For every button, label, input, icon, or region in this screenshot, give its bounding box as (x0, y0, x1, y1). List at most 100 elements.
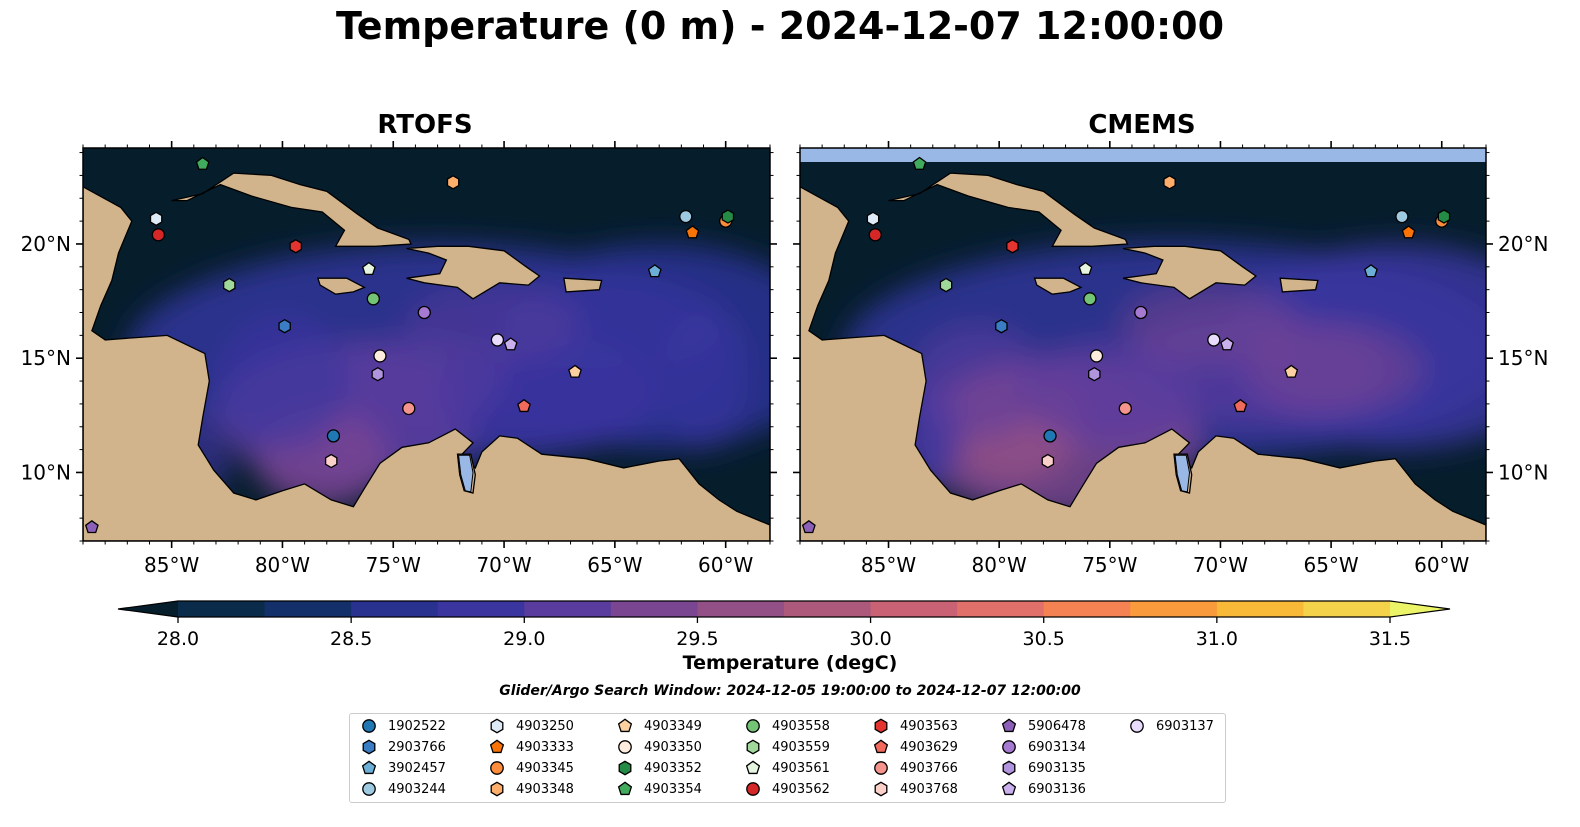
colorbar-segment (437, 601, 525, 617)
circle-marker-icon (746, 719, 760, 733)
pentagon-marker-icon (361, 760, 377, 775)
legend-marker-4903345 (490, 761, 504, 775)
cmems-float-4903562 (868, 228, 882, 242)
legend-label: 4903348 (516, 781, 574, 797)
rtofs-float-4903333 (685, 225, 700, 239)
rtofs-float-4903350 (373, 349, 387, 363)
pentagon-marker-icon (617, 781, 633, 796)
rtofs-temperature-region (659, 312, 748, 450)
rtofs-x-tick-label: 85°W (144, 553, 199, 577)
legend-marker-4903352 (618, 760, 632, 776)
legend-item-4903350: 4903350 (616, 737, 702, 757)
legend-label: 4903559 (772, 739, 830, 755)
legend-label: 4903345 (516, 760, 574, 776)
rtofs-temperature-field (127, 243, 770, 510)
legend-item-6903136: 6903136 (1000, 779, 1086, 799)
hexagon-marker-icon (618, 760, 632, 776)
legend-item-6903134: 6903134 (1000, 737, 1086, 757)
rtofs-land (563, 277, 603, 293)
cmems-float-4903768 (1041, 453, 1055, 469)
rtofs-y-tick-label: 10°N (21, 460, 71, 484)
pentagon-marker-icon (745, 760, 761, 775)
legend-marker-4903768 (874, 781, 888, 797)
colorbar-tick-label: 30.5 (1023, 628, 1065, 650)
pentagon-marker-icon (617, 718, 633, 733)
cmems-land (888, 172, 1129, 247)
legend-label: 6903136 (1028, 781, 1086, 797)
cmems-float-4903350 (1089, 349, 1104, 363)
rtofs-map: 85°W 80°W 75°W 70°W 65°W 60°W 20°N 15°N 10°N (21, 141, 777, 577)
legend-marker-6903137 (1130, 719, 1144, 733)
rtofs-x-tick-label: 75°W (366, 553, 421, 577)
legend-item-4903629: 4903629 (872, 737, 958, 757)
legend-label: 1902522 (388, 718, 446, 734)
rtofs-panel-title: RTOFS (377, 110, 473, 140)
cmems-land (1122, 245, 1257, 300)
colorbar-tick-label: 31.0 (1196, 628, 1238, 650)
legend-marker-4903629 (873, 739, 889, 754)
hexagon-marker-icon (490, 781, 504, 797)
pentagon-marker-icon (1001, 781, 1017, 796)
legend-item-3902457: 3902457 (360, 758, 446, 778)
rtofs-float-6903136 (503, 337, 518, 351)
hexagon-marker-icon (874, 781, 888, 797)
colorbar-tick-label: 29.5 (676, 628, 718, 650)
legend-item-6903135: 6903135 (1000, 758, 1086, 778)
rtofs-x-tick-label: 70°W (476, 553, 531, 577)
rtofs-float-3902457 (647, 264, 662, 278)
cmems-x-tick-label: 75°W (1082, 553, 1137, 577)
legend-item-4903768: 4903768 (872, 779, 958, 799)
legend-item-4903766: 4903766 (872, 758, 958, 778)
search-window-note: Glider/Argo Search Window: 2024-12-05 19… (499, 683, 1081, 699)
rtofs-float-6903137 (490, 333, 505, 347)
legend-label: 4903768 (900, 781, 958, 797)
rtofs-y-tick-label: 15°N (21, 346, 71, 370)
hexagon-marker-icon (490, 718, 504, 734)
rtofs-temperature-region (404, 282, 582, 366)
legend-label: 4903352 (644, 760, 702, 776)
colorbar-segment (784, 601, 872, 617)
cmems-float-1902522 (1043, 429, 1057, 443)
cmems-map: 85°W 80°W 75°W 70°W 65°W 60°W 20°N 15°N 10°N (793, 141, 1548, 577)
rtofs-land (317, 277, 366, 295)
rtofs-float-4903559 (223, 277, 236, 293)
legend-marker-4903558 (746, 719, 760, 733)
legend-label: 4903562 (772, 781, 830, 797)
legend-marker-2903766 (362, 739, 376, 755)
rtofs-temperature-region (215, 312, 349, 450)
hexagon-marker-icon (746, 739, 760, 755)
pentagon-marker-icon (873, 739, 889, 754)
rtofs-float-4903354 (195, 156, 210, 170)
rtofs-float-2903766 (278, 318, 291, 334)
legend-label: 4903244 (388, 781, 446, 797)
legend-item-4903563: 4903563 (872, 716, 958, 736)
legend-item-4903561: 4903561 (744, 758, 830, 778)
colorbar-segment (351, 601, 439, 617)
colorbar-segment (178, 601, 266, 617)
rtofs-land (406, 245, 541, 300)
cmems-temperature-region (910, 323, 1044, 439)
legend-marker-4903766 (874, 761, 888, 775)
cmems-float-4903563 (1006, 239, 1019, 254)
cmems-float-4903354 (912, 156, 927, 170)
rtofs-float-4903348 (446, 175, 460, 190)
circle-marker-icon (490, 761, 504, 775)
legend-marker-4903561 (745, 760, 761, 775)
legend-marker-5906478 (1001, 718, 1017, 733)
colorbar: 28.0 28.5 29.0 29.5 30.0 30.5 31.0 31.5 (117, 600, 1451, 650)
cmems-panel-title: CMEMS (1088, 110, 1196, 140)
cmems-frame (799, 147, 1487, 542)
cmems-y-tick-label: 10°N (1498, 460, 1548, 484)
colorbar-segment (1303, 601, 1391, 617)
cmems-float-4903561 (1078, 261, 1093, 275)
rtofs-float-4903558 (366, 292, 380, 306)
cmems-nodata-band (800, 148, 1486, 162)
legend-label: 4903354 (644, 781, 702, 797)
legend-label: 6903134 (1028, 739, 1086, 755)
legend-label: 6903137 (1156, 718, 1214, 734)
legend-item-4903349: 4903349 (616, 716, 702, 736)
cmems-float-4903250 (866, 211, 880, 227)
legend-label: 4903563 (900, 718, 958, 734)
legend-item-4903250: 4903250 (488, 716, 574, 736)
circle-marker-icon (362, 782, 376, 796)
